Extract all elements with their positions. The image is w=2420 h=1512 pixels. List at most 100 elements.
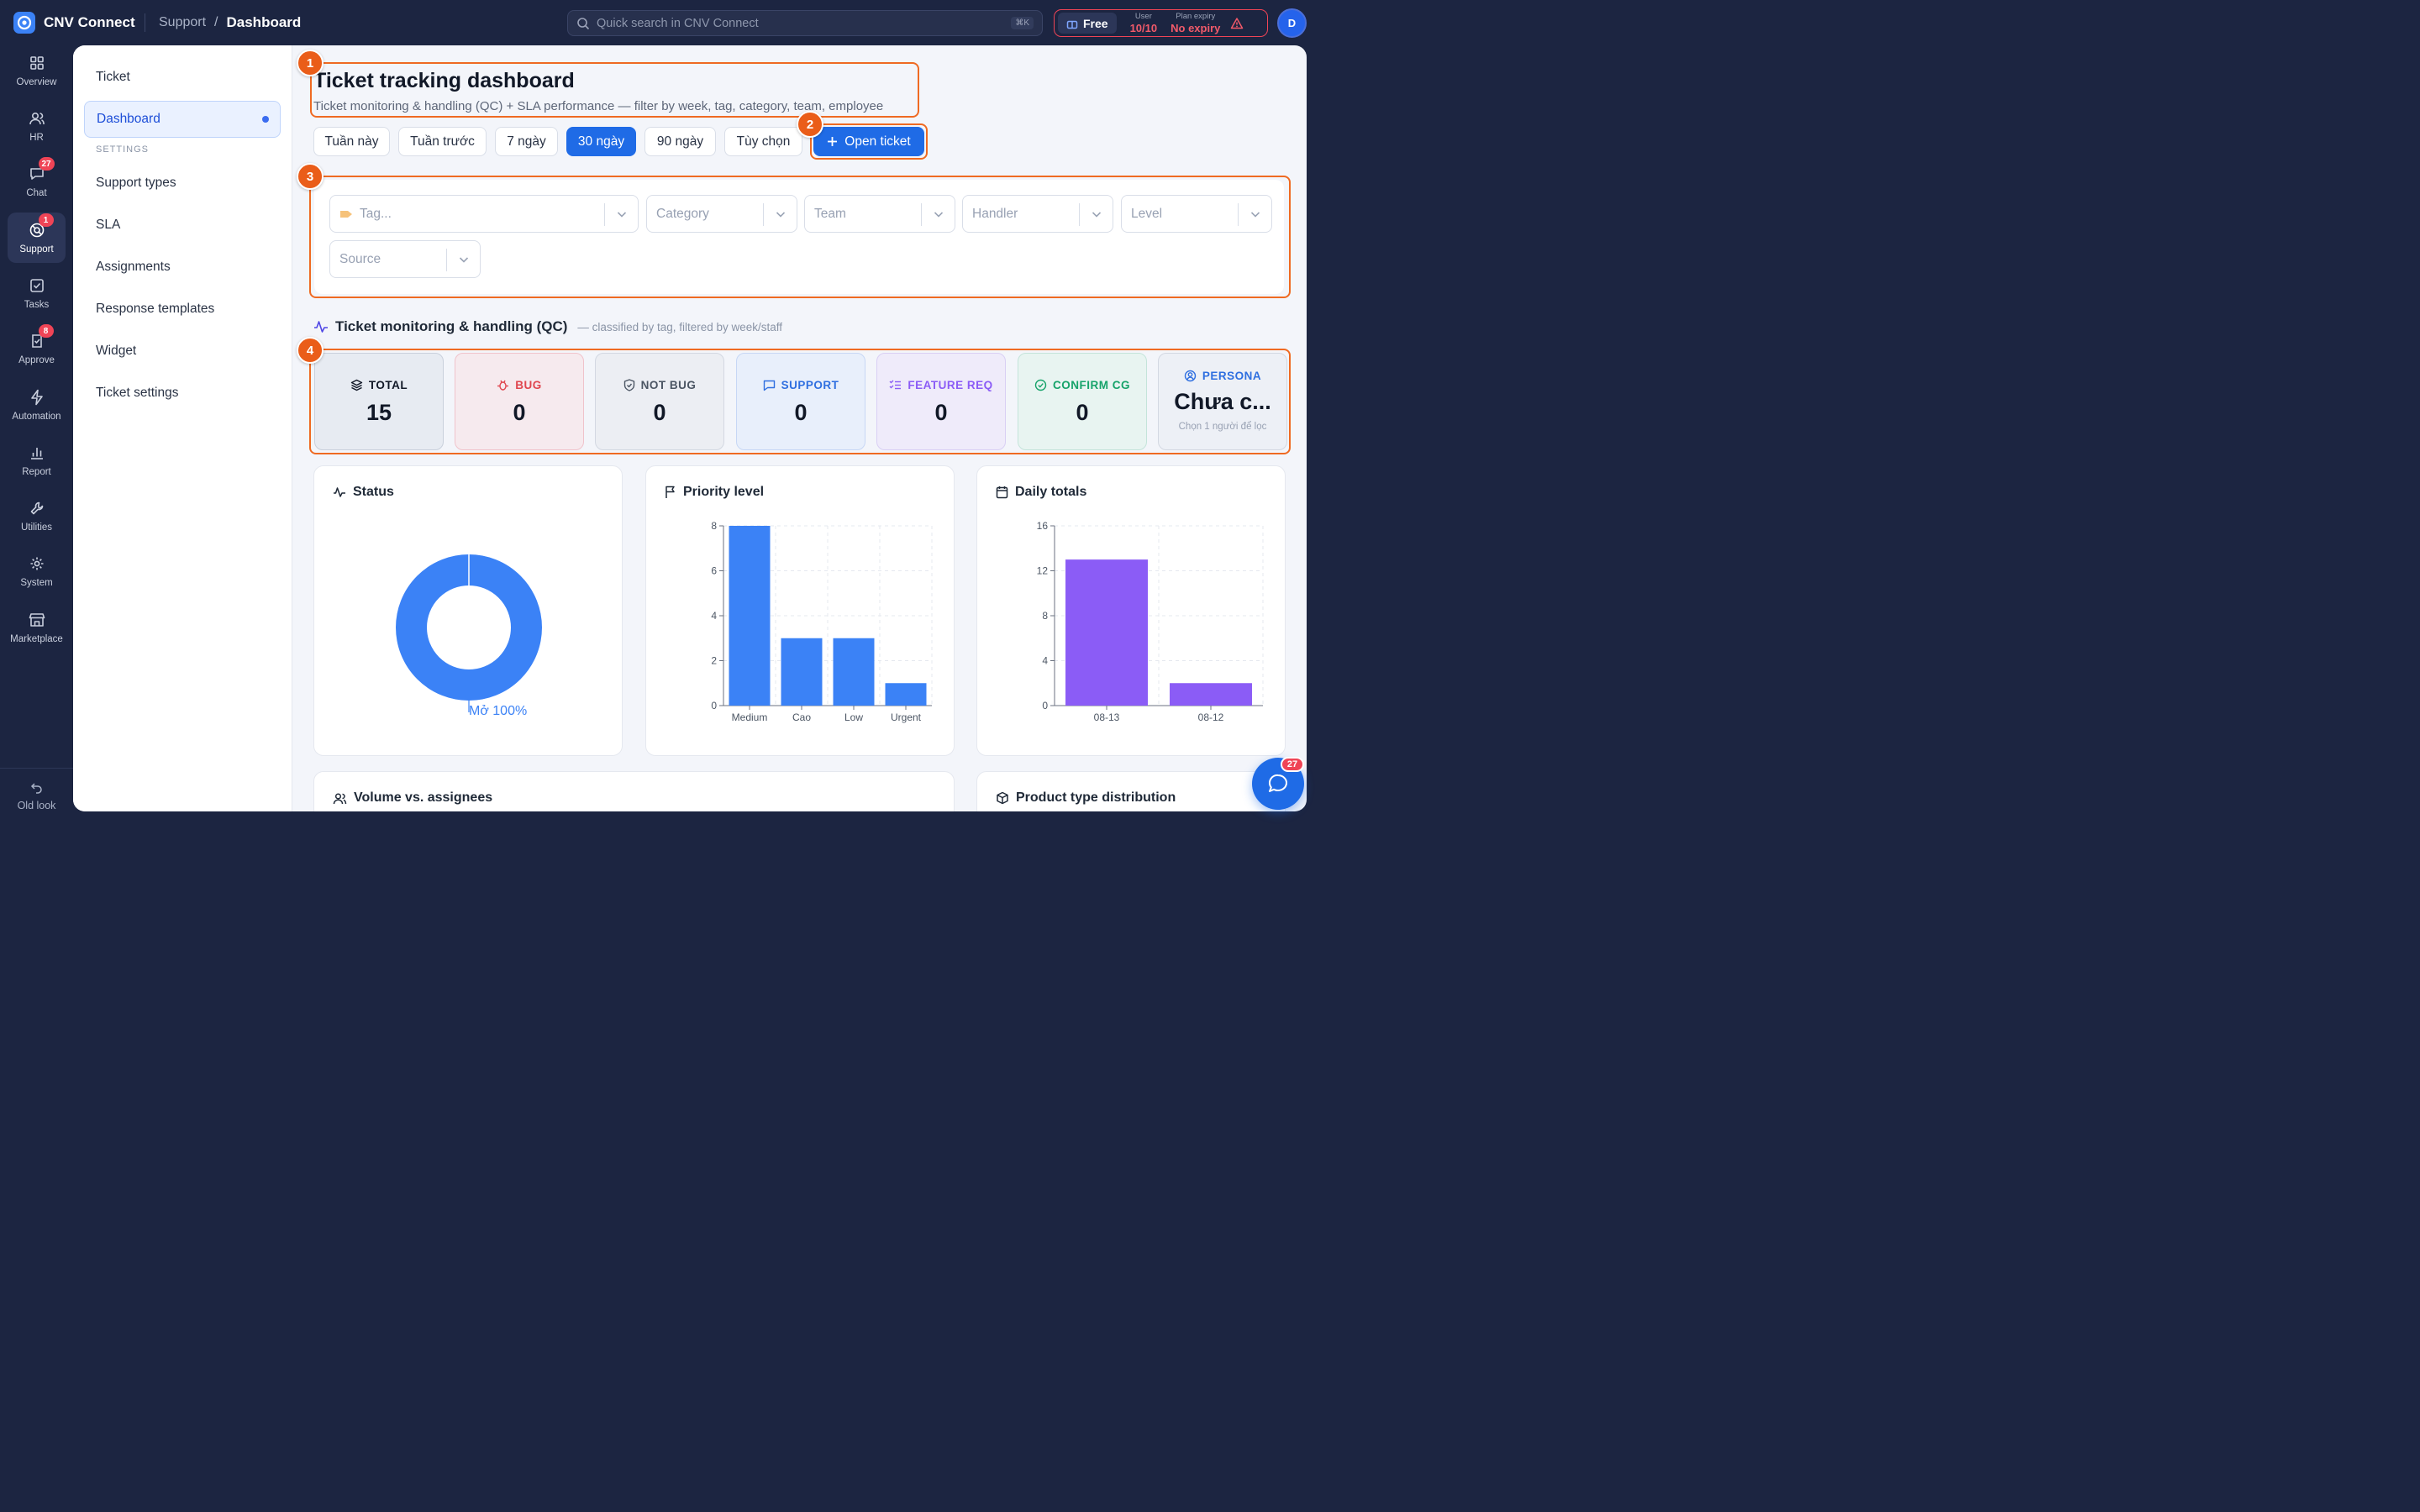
rail-label: Automation bbox=[12, 412, 61, 422]
pie-slice bbox=[396, 554, 542, 701]
search-shortcut: ⌘K bbox=[1011, 17, 1034, 29]
select-divider bbox=[763, 203, 764, 226]
y-tick-label: 6 bbox=[711, 565, 717, 577]
chevron-down-icon bbox=[1250, 212, 1260, 218]
panel-title-text: Daily totals bbox=[1015, 485, 1087, 499]
user-quota-value: 10/10 bbox=[1129, 21, 1158, 34]
kpi-not-bug[interactable]: NOT BUG 0 bbox=[595, 353, 724, 450]
team-placeholder: Team bbox=[814, 206, 846, 221]
daily-panel: Daily totals 0 4 8 12 16 08-13 08-12 bbox=[976, 465, 1286, 756]
rail-label: Marketplace bbox=[10, 634, 63, 644]
chat-fab-button[interactable]: 27 bbox=[1252, 757, 1304, 810]
plan-status[interactable]: Free User 10/10 Plan expiry No expiry bbox=[1054, 9, 1268, 37]
kpi-persona[interactable]: PERSONA Chưa c... Chọn 1 người để lọc bbox=[1158, 353, 1287, 450]
period-7-days[interactable]: 7 ngày bbox=[495, 127, 558, 156]
kpi-bug[interactable]: BUG 0 bbox=[455, 353, 584, 450]
rail-item-report[interactable]: Report bbox=[8, 435, 66, 486]
period-30-days[interactable]: 30 ngày bbox=[566, 127, 636, 156]
plan-tier-button[interactable]: Free bbox=[1058, 13, 1117, 34]
chevron-down-icon bbox=[617, 212, 627, 218]
rail-item-hr[interactable]: HR bbox=[8, 101, 66, 151]
chat-bubble-icon bbox=[1269, 774, 1287, 792]
gift-icon bbox=[1066, 20, 1078, 29]
breadcrumb-parent[interactable]: Support bbox=[159, 15, 207, 29]
kpi-feature-req-label-row: FEATURE REQ bbox=[889, 379, 992, 391]
chat-fab-badge: 27 bbox=[1281, 757, 1304, 772]
kpi-support[interactable]: SUPPORT 0 bbox=[736, 353, 865, 450]
subnav-item-ticket-settings[interactable]: Ticket settings bbox=[84, 375, 281, 412]
search-input[interactable]: Quick search in CNV Connect ⌘K bbox=[567, 10, 1043, 36]
subnav-label: Assignments bbox=[96, 260, 171, 274]
kpi-value: 0 bbox=[653, 400, 666, 425]
period-last-week[interactable]: Tuần trước bbox=[398, 127, 487, 156]
undo-icon bbox=[30, 782, 42, 794]
rail-label: Overview bbox=[16, 77, 57, 87]
rail-item-support[interactable]: 1 Support bbox=[8, 213, 66, 263]
bar bbox=[1065, 559, 1148, 706]
plus-icon bbox=[828, 137, 838, 146]
level-select[interactable]: Level bbox=[1121, 195, 1272, 233]
chat-badge: 27 bbox=[38, 157, 55, 171]
callout-frame-4 bbox=[309, 349, 1291, 454]
subnav-label: Dashboard bbox=[97, 112, 160, 126]
rail-item-utilities[interactable]: Utilities bbox=[8, 491, 66, 541]
callout-frame-3 bbox=[309, 176, 1291, 298]
bar bbox=[1170, 683, 1252, 706]
handler-select[interactable]: Handler bbox=[962, 195, 1113, 233]
category-select[interactable]: Category bbox=[646, 195, 797, 233]
subnav-item-widget[interactable]: Widget bbox=[84, 333, 281, 370]
x-tick-label: Urgent bbox=[891, 711, 922, 723]
chevron-down-icon bbox=[776, 212, 786, 218]
subnav-label: Widget bbox=[96, 344, 137, 358]
y-tick-label: 0 bbox=[711, 700, 717, 711]
subnav-item-sla[interactable]: SLA bbox=[84, 207, 281, 244]
team-select[interactable]: Team bbox=[804, 195, 955, 233]
subnav-item-dashboard[interactable]: Dashboard bbox=[84, 101, 281, 138]
callout-frame-2 bbox=[810, 123, 928, 160]
old-look-button[interactable]: Old look bbox=[0, 768, 73, 823]
kpi-confirm-cg-label-row: CONFIRM CG bbox=[1034, 379, 1130, 391]
rail-item-system[interactable]: System bbox=[8, 546, 66, 596]
top-bar: CNV Connect Support / Dashboard Quick se… bbox=[0, 0, 1318, 45]
rail-label: HR bbox=[29, 133, 44, 143]
kpi-feature-req[interactable]: FEATURE REQ 0 bbox=[876, 353, 1006, 450]
rail-item-approve[interactable]: 8 Approve bbox=[8, 323, 66, 374]
subnav-item-ticket[interactable]: Ticket bbox=[84, 59, 281, 96]
kpi-value: 0 bbox=[934, 400, 948, 425]
subnav-section-title: SETTINGS bbox=[96, 144, 150, 155]
subnav-item-support-types[interactable]: Support types bbox=[84, 165, 281, 202]
bolt-icon bbox=[28, 388, 46, 407]
rail-item-chat[interactable]: 27 Chat bbox=[8, 156, 66, 207]
kpi-confirm-cg[interactable]: CONFIRM CG 0 bbox=[1018, 353, 1147, 450]
rail-item-tasks[interactable]: Tasks bbox=[8, 268, 66, 318]
dashboard-main: Ticket tracking dashboard Ticket monitor… bbox=[292, 45, 1307, 811]
plan-expiry: Plan expiry No expiry bbox=[1171, 13, 1220, 34]
rail-item-overview[interactable]: Overview bbox=[8, 45, 66, 96]
rail-item-marketplace[interactable]: Marketplace bbox=[8, 602, 66, 653]
subnav-item-assignments[interactable]: Assignments bbox=[84, 249, 281, 286]
y-tick-label: 0 bbox=[1042, 700, 1048, 711]
period-custom[interactable]: Tùy chọn bbox=[724, 127, 802, 156]
qc-subtitle: — classified by tag, filtered by week/st… bbox=[577, 320, 783, 333]
subnav-item-response-templates[interactable]: Response templates bbox=[84, 291, 281, 328]
gear-icon bbox=[28, 554, 46, 573]
message-icon bbox=[763, 380, 775, 391]
period-90-days[interactable]: 90 ngày bbox=[644, 127, 716, 156]
brand[interactable]: CNV Connect bbox=[13, 12, 135, 34]
kpi-label: SUPPORT bbox=[781, 379, 839, 391]
kpi-total[interactable]: TOTAL 15 bbox=[314, 353, 444, 450]
approve-icon: 8 bbox=[28, 324, 54, 350]
period-this-week[interactable]: Tuần này bbox=[313, 127, 390, 156]
open-ticket-button[interactable]: Open ticket bbox=[813, 127, 924, 156]
qc-title: Ticket monitoring & handling (QC) bbox=[335, 318, 568, 334]
approve-badge: 8 bbox=[38, 324, 54, 338]
tag-select[interactable]: Tag... bbox=[329, 195, 639, 233]
panel-title-text: Status bbox=[353, 485, 394, 499]
avatar[interactable]: D bbox=[1277, 8, 1307, 38]
rail-label: Tasks bbox=[24, 300, 50, 310]
rail-label: Utilities bbox=[20, 522, 53, 533]
rail-item-automation[interactable]: Automation bbox=[8, 380, 66, 430]
app-name: CNV Connect bbox=[44, 14, 135, 30]
source-select[interactable]: Source bbox=[329, 240, 481, 278]
priority-panel: Priority level 0 2 4 6 8 Medium Cao Low Urgent bbox=[645, 465, 955, 756]
